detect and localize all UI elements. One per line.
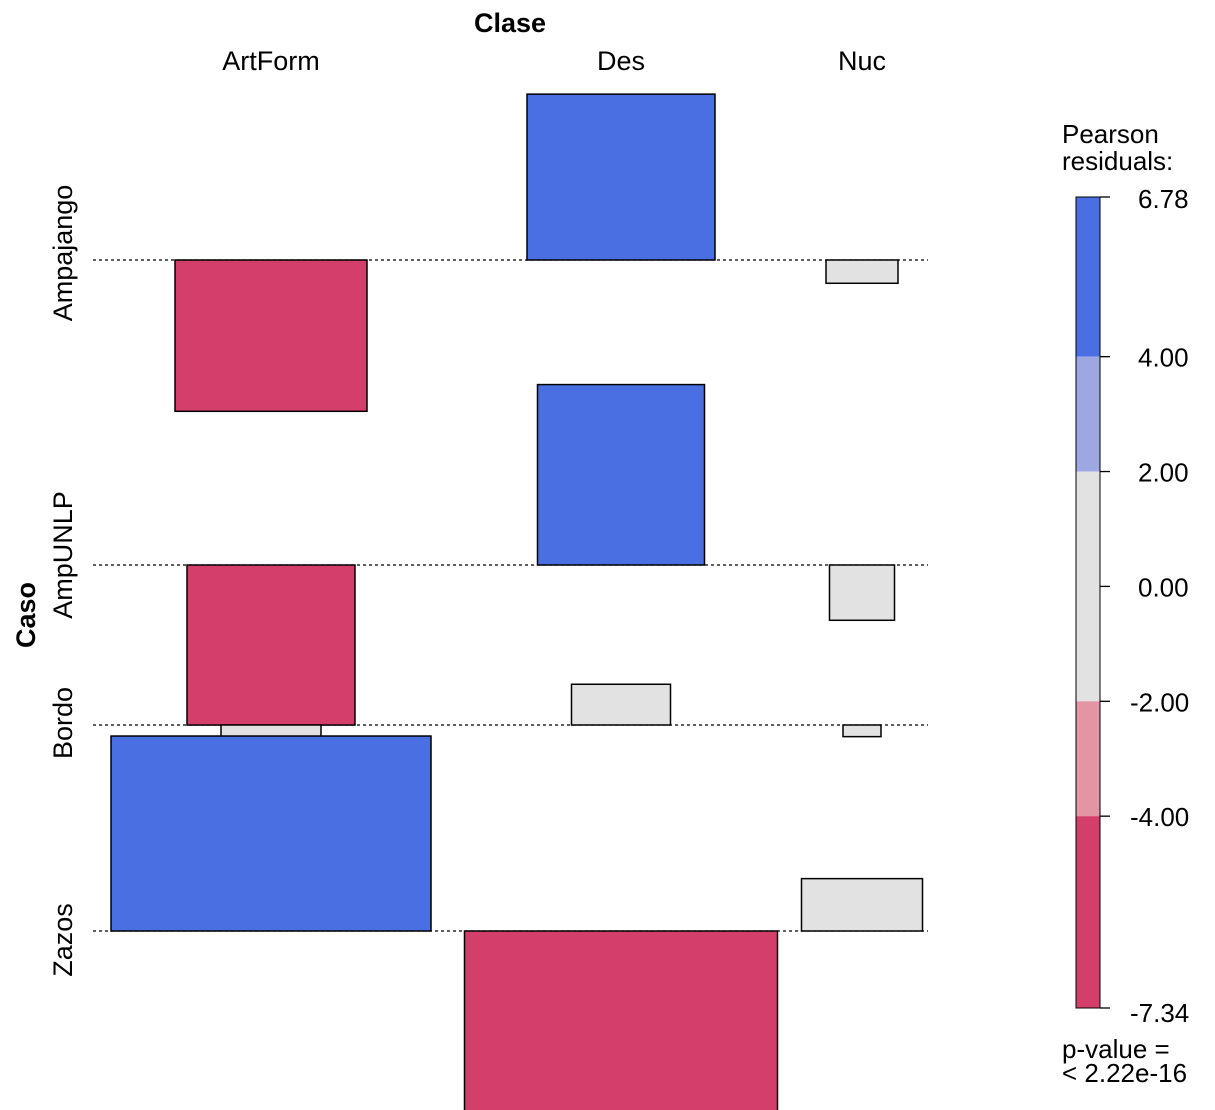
column-label-des: Des <box>597 46 645 76</box>
pvalue-line2: < 2.22e-16 <box>1062 1058 1187 1088</box>
column-labels: ArtForm Des Nuc <box>222 46 886 76</box>
row-labels: Ampajango AmpUNLP Bordo Zazos <box>48 185 78 977</box>
pvalue-line1: p-value = <box>1062 1034 1170 1064</box>
legend-band-2 <box>1076 471 1100 702</box>
legend-tick-label-4: -2.00 <box>1130 687 1189 717</box>
legend-max-label: 6.78 <box>1138 184 1189 214</box>
column-label-nuc: Nuc <box>838 46 886 76</box>
legend-bar-outline <box>1075 196 1101 1009</box>
bar-zazos-artform <box>110 735 432 932</box>
legend-tick-label-2: 2.00 <box>1138 458 1189 488</box>
bar-bordo-nuc <box>842 724 882 738</box>
legend-tick-label-5: -4.00 <box>1130 802 1189 832</box>
bar-ampajango-des <box>526 93 716 261</box>
legend-min-label: -7.34 <box>1130 998 1189 1028</box>
legend-title-line1: Pearson <box>1062 119 1159 149</box>
legend-color-bands <box>1075 196 1101 1009</box>
row-label-zazos: Zazos <box>48 903 78 977</box>
column-variable-title: Clase <box>474 8 546 38</box>
legend-band-3 <box>1076 701 1100 817</box>
bar-zazos-des <box>463 930 779 1110</box>
bar-ampunlp-des <box>536 383 706 566</box>
legend-band-4 <box>1076 816 1100 1008</box>
bar-bordo-des <box>570 683 672 726</box>
column-label-artform: ArtForm <box>222 46 320 76</box>
bar-ampunlp-nuc <box>828 564 896 622</box>
legend: Pearson residuals: 4.00 2.00 0.00 -2.00 -4.0… <box>1062 119 1189 1088</box>
legend-title-line2: residuals: <box>1062 146 1173 176</box>
bar-ampajango-artform <box>174 259 368 413</box>
bar-zazos-nuc <box>800 877 924 932</box>
residual-bars <box>110 93 924 1110</box>
legend-ticks: 4.00 2.00 0.00 -2.00 -4.00 <box>1100 196 1189 1009</box>
legend-band-1 <box>1076 356 1100 472</box>
row-label-bordo: Bordo <box>48 687 78 759</box>
row-label-ampajango: Ampajango <box>48 185 78 322</box>
row-variable-title: Caso <box>11 582 41 648</box>
legend-tick-label-1: 4.00 <box>1138 343 1189 373</box>
legend-band-0 <box>1076 197 1100 357</box>
row-label-ampunlp: AmpUNLP <box>48 491 78 619</box>
bar-ampajango-nuc <box>825 259 899 285</box>
bar-ampunlp-artform <box>186 564 356 726</box>
legend-tick-label-3: 0.00 <box>1138 572 1189 602</box>
